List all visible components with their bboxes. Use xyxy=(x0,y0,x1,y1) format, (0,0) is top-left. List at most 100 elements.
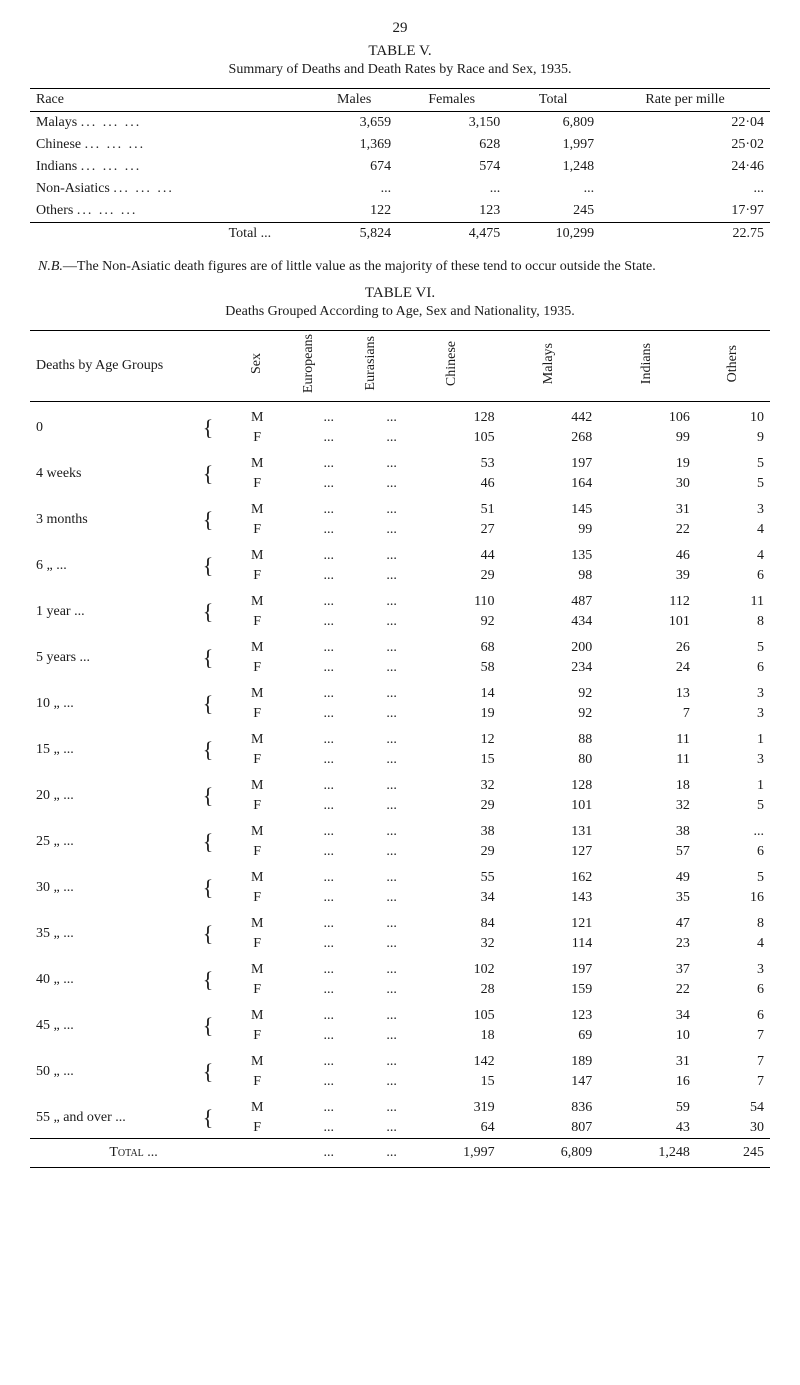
cell-ot: 9 xyxy=(696,428,770,448)
cell-in: 22 xyxy=(598,520,696,540)
table5-caption: Summary of Deaths and Death Rates by Rac… xyxy=(30,62,770,78)
cell-ma: 127 xyxy=(501,842,599,862)
cell-sex: M xyxy=(237,494,277,520)
brace-icon: { xyxy=(179,678,237,724)
cell-er: ... xyxy=(340,842,403,862)
th-race: Race xyxy=(30,89,311,112)
table-row: 35 „ ...{M......84121478 xyxy=(30,908,770,934)
table-row: 20 „ ...{M......32128181 xyxy=(30,770,770,796)
cell-group: 35 „ ... xyxy=(30,908,179,954)
cell-ma: 92 xyxy=(501,704,599,724)
cell-eu: ... xyxy=(277,954,340,980)
cell-in: 47 xyxy=(598,908,696,934)
cell-group: 5 years ... xyxy=(30,632,179,678)
cell-ch: 12 xyxy=(403,724,501,750)
cell-ch: 55 xyxy=(403,862,501,888)
cell-sex: F xyxy=(237,1118,277,1139)
cell-group: 30 „ ... xyxy=(30,862,179,908)
cell-eu: ... xyxy=(277,724,340,750)
cell-ma: 123 xyxy=(501,1000,599,1026)
cell-group: 25 „ ... xyxy=(30,816,179,862)
cell-eu: ... xyxy=(277,402,340,429)
cell-in: 24 xyxy=(598,658,696,678)
cell-ma: 131 xyxy=(501,816,599,842)
cell-eu: ... xyxy=(277,428,340,448)
cell-ma: 98 xyxy=(501,566,599,586)
cell-ma: 200 xyxy=(501,632,599,658)
cell-er: ... xyxy=(340,658,403,678)
brace-icon: { xyxy=(179,770,237,816)
cell-eu: ... xyxy=(277,520,340,540)
cell-sex: M xyxy=(237,402,277,429)
cell-total: 1,248 xyxy=(506,156,600,178)
cell-rate: 17·97 xyxy=(600,200,770,223)
brace-icon: { xyxy=(179,540,237,586)
table-row: 6 „ ...{M......44135464 xyxy=(30,540,770,566)
cell-ma: 434 xyxy=(501,612,599,632)
cell-ch: 110 xyxy=(403,586,501,612)
cell-group: 10 „ ... xyxy=(30,678,179,724)
cell-eu: ... xyxy=(277,1118,340,1139)
cell-in: 59 xyxy=(598,1092,696,1118)
cell-ot: 3 xyxy=(696,704,770,724)
table-row: Non-Asiatics ... ... ............... xyxy=(30,178,770,200)
cell-ot: 11 xyxy=(696,586,770,612)
cell-race: Non-Asiatics ... ... ... xyxy=(30,178,311,200)
table-row: 30 „ ...{M......55162495 xyxy=(30,862,770,888)
cell-sex: M xyxy=(237,862,277,888)
t2-total-er: ... xyxy=(340,1139,403,1168)
cell-in: 38 xyxy=(598,816,696,842)
table-row: 50 „ ...{M......142189317 xyxy=(30,1046,770,1072)
cell-females: 628 xyxy=(397,134,506,156)
cell-ma: 164 xyxy=(501,474,599,494)
th-females: Females xyxy=(397,89,506,112)
cell-total: 6,809 xyxy=(506,112,600,135)
cell-ma: 121 xyxy=(501,908,599,934)
cell-ma: 162 xyxy=(501,862,599,888)
cell-eu: ... xyxy=(277,816,340,842)
brace-icon: { xyxy=(179,586,237,632)
cell-ch: 38 xyxy=(403,816,501,842)
cell-ma: 442 xyxy=(501,402,599,429)
cell-er: ... xyxy=(340,750,403,770)
th-males: Males xyxy=(311,89,397,112)
th-total: Total xyxy=(506,89,600,112)
cell-sex: F xyxy=(237,704,277,724)
cell-group: 0 xyxy=(30,402,179,449)
cell-ot: 4 xyxy=(696,520,770,540)
cell-ot: 6 xyxy=(696,1000,770,1026)
table-row: 0{M......12844210610 xyxy=(30,402,770,429)
cell-ma: 807 xyxy=(501,1118,599,1139)
cell-in: 7 xyxy=(598,704,696,724)
cell-race: Malays ... ... ... xyxy=(30,112,311,135)
cell-males: 122 xyxy=(311,200,397,223)
cell-total: ... xyxy=(506,178,600,200)
cell-in: 35 xyxy=(598,888,696,908)
table-row: 15 „ ...{M......1288111 xyxy=(30,724,770,750)
cell-eu: ... xyxy=(277,704,340,724)
cell-rate: 25·02 xyxy=(600,134,770,156)
cell-sex: F xyxy=(237,566,277,586)
cell-ma: 234 xyxy=(501,658,599,678)
cell-eu: ... xyxy=(277,448,340,474)
cell-males: ... xyxy=(311,178,397,200)
cell-ot: 54 xyxy=(696,1092,770,1118)
cell-ch: 29 xyxy=(403,796,501,816)
cell-ot: 3 xyxy=(696,750,770,770)
table5: Race Males Females Total Rate per mille … xyxy=(30,88,770,245)
cell-sex: F xyxy=(237,658,277,678)
t1-total-males: 5,824 xyxy=(311,223,397,246)
cell-ot: 6 xyxy=(696,980,770,1000)
cell-ma: 80 xyxy=(501,750,599,770)
cell-ma: 836 xyxy=(501,1092,599,1118)
cell-ot: 10 xyxy=(696,402,770,429)
cell-sex: F xyxy=(237,520,277,540)
cell-er: ... xyxy=(340,612,403,632)
cell-ch: 68 xyxy=(403,632,501,658)
table6: Deaths by Age Groups Sex Europeans Euras… xyxy=(30,330,770,1168)
cell-ma: 114 xyxy=(501,934,599,954)
cell-eu: ... xyxy=(277,632,340,658)
cell-sex: F xyxy=(237,428,277,448)
cell-in: 10 xyxy=(598,1026,696,1046)
cell-in: 19 xyxy=(598,448,696,474)
